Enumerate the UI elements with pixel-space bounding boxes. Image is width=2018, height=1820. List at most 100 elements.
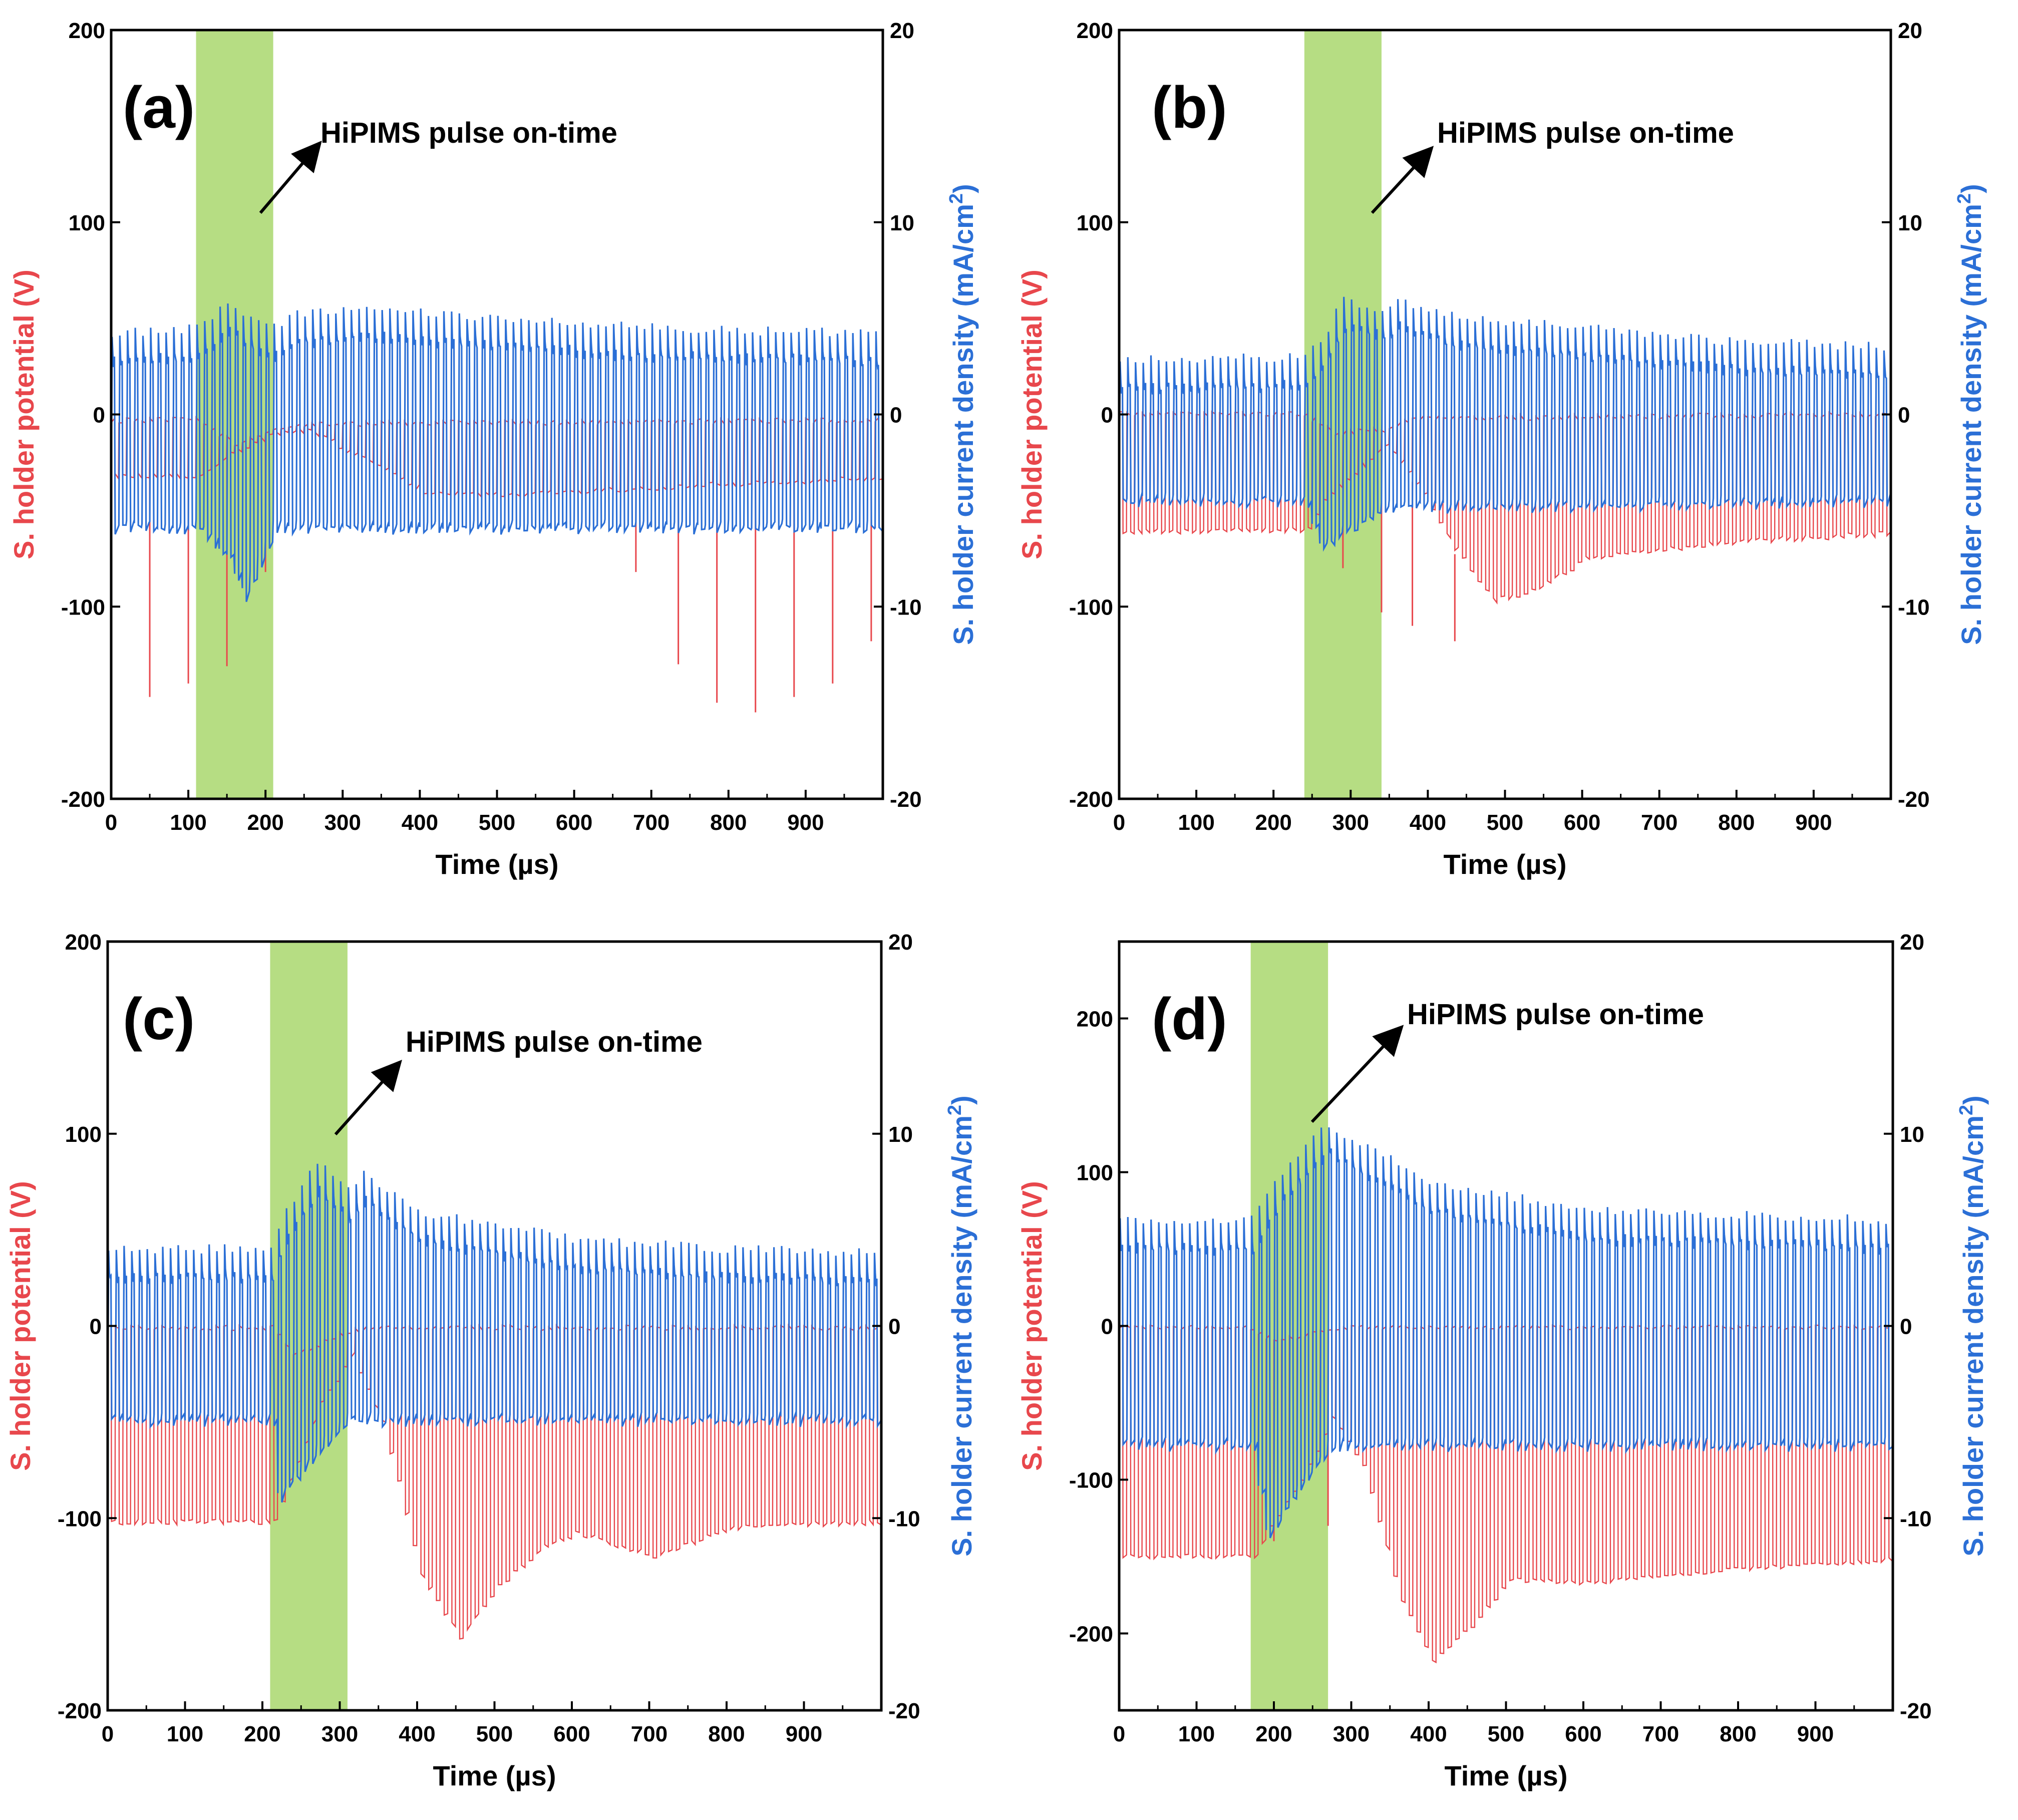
y-left-tick-label: 100 [1077, 211, 1113, 235]
x-tick-label: 700 [1641, 810, 1677, 835]
annotation-arrow [259, 140, 322, 214]
x-tick-label: 900 [1797, 1722, 1834, 1746]
x-tick-label: 200 [244, 1722, 280, 1746]
y-right-axis-title: S. holder current density (mA/cm2) [944, 1095, 977, 1556]
y-left-tick-label: -100 [1069, 1468, 1113, 1493]
x-tick-label: 100 [1178, 810, 1214, 835]
x-tick-label: 100 [170, 810, 206, 835]
y-right-tick-label: -10 [888, 1506, 920, 1531]
y-right-tick-label: -20 [1900, 1699, 1932, 1723]
y-right-tick-label: 20 [888, 930, 913, 955]
y-right-tick-label: 0 [1900, 1315, 1912, 1339]
x-axis-title: Time (µs) [1444, 848, 1567, 880]
x-tick-label: 800 [710, 810, 747, 835]
y-left-tick-label: 0 [93, 403, 105, 428]
x-tick-label: 400 [1410, 810, 1446, 835]
x-axis-title: Time (µs) [1445, 1760, 1568, 1791]
y-left-tick-label: -100 [61, 595, 105, 620]
y-left-tick-label: -200 [1069, 787, 1113, 812]
y-left-tick-label: 200 [69, 19, 105, 43]
annotation-arrow [1310, 1025, 1404, 1123]
x-tick-label: 800 [1718, 810, 1755, 835]
y-left-axis-title: S. holder potential (V) [5, 1181, 36, 1471]
x-tick-label: 0 [102, 1722, 114, 1746]
y-left-tick-label: 200 [65, 930, 102, 955]
x-tick-label: 800 [708, 1722, 745, 1746]
y-right-tick-label: 20 [1898, 19, 1922, 43]
y-right-tick-label: 20 [1900, 930, 1924, 955]
annotation-arrow [334, 1060, 402, 1135]
x-tick-label: 700 [633, 810, 669, 835]
x-tick-label: 900 [787, 810, 824, 835]
x-tick-label: 300 [324, 810, 361, 835]
series-current-line [108, 1163, 881, 1503]
y-right-axis-title: S. holder current density (mA/cm2) [1954, 184, 1987, 645]
x-tick-label: 500 [479, 810, 515, 835]
y-right-axis-title: S. holder current density (mA/cm2) [946, 184, 979, 645]
y-right-tick-label: -10 [1900, 1506, 1932, 1531]
x-tick-label: 400 [402, 810, 438, 835]
y-left-tick-label: 200 [1077, 19, 1113, 43]
annotation-arrow [1371, 146, 1434, 214]
y-right-tick-label: -10 [890, 595, 922, 620]
x-tick-label: 300 [321, 1722, 358, 1746]
x-tick-label: 0 [1113, 1722, 1125, 1746]
x-tick-label: 500 [1487, 810, 1523, 835]
annotation-text: HiPIMS pulse on-time [1407, 998, 1704, 1031]
y-right-tick-label: 20 [890, 19, 914, 43]
series-current-line [111, 303, 883, 602]
series-current-line [1119, 296, 1891, 552]
series-current-line [1119, 1127, 1893, 1539]
x-tick-label: 600 [1564, 810, 1600, 835]
x-tick-label: 500 [476, 1722, 513, 1746]
x-tick-label: 0 [1113, 810, 1125, 835]
x-tick-label: 300 [1333, 1722, 1370, 1746]
panel-3: 0 100 200 300 400 500 600 700 800 900-200-1000100… [5, 930, 977, 1791]
x-tick-label: 900 [1795, 810, 1832, 835]
y-left-tick-label: -200 [61, 787, 105, 812]
panel-label: (b) [1152, 75, 1227, 141]
annotation-text: HiPIMS pulse on-time [1437, 117, 1734, 149]
y-left-tick-label: 100 [65, 1122, 102, 1147]
annotation-text: HiPIMS pulse on-time [406, 1026, 703, 1058]
x-tick-label: 300 [1332, 810, 1369, 835]
x-axis-title: Time (µs) [436, 848, 559, 880]
y-right-tick-label: 10 [890, 211, 914, 235]
x-tick-label: 600 [553, 1722, 590, 1746]
x-tick-label: 600 [1565, 1722, 1601, 1746]
x-axis-title: Time (µs) [433, 1760, 556, 1791]
y-right-tick-label: -20 [890, 787, 922, 812]
x-tick-label: 0 [105, 810, 117, 835]
y-left-tick-label: -100 [58, 1506, 102, 1531]
y-right-tick-label: -10 [1898, 595, 1930, 620]
y-right-axis-title: S. holder current density (mA/cm2) [1956, 1095, 1989, 1556]
x-tick-label: 200 [1255, 810, 1291, 835]
y-left-tick-label: -200 [58, 1699, 102, 1723]
y-left-tick-label: 0 [1101, 1315, 1113, 1339]
x-tick-label: 900 [786, 1722, 822, 1746]
y-right-tick-label: 10 [1900, 1122, 1924, 1147]
y-right-tick-label: 0 [888, 1315, 900, 1339]
y-left-tick-label: 0 [1101, 403, 1113, 428]
panel-1: 0 100 200 300 400 500 600 700 800 900 -200 -100 0 100… [8, 19, 979, 880]
y-left-tick-label: 0 [90, 1315, 102, 1339]
y-left-axis-title: S. holder potential (V) [1016, 269, 1048, 559]
y-right-tick-label: 0 [1898, 403, 1910, 428]
x-tick-label: 700 [1642, 1722, 1679, 1746]
x-tick-label: 500 [1488, 1722, 1524, 1746]
y-left-tick-label: 100 [69, 211, 105, 235]
y-left-axis-title: S. holder potential (V) [8, 269, 40, 559]
annotation-text: HiPIMS pulse on-time [320, 117, 617, 149]
x-tick-label: 100 [167, 1722, 203, 1746]
y-left-axis-title: S. holder potential (V) [1016, 1181, 1048, 1471]
x-tick-label: 200 [1255, 1722, 1292, 1746]
y-left-tick-label: 100 [1077, 1161, 1113, 1185]
x-tick-label: 600 [556, 810, 592, 835]
x-tick-label: 400 [1410, 1722, 1447, 1746]
panel-label: (c) [123, 986, 195, 1052]
y-right-tick-label: 10 [888, 1122, 913, 1147]
panel-label: (a) [123, 75, 195, 141]
y-right-tick-label: -20 [1898, 787, 1930, 812]
y-left-tick-label: -200 [1069, 1622, 1113, 1647]
